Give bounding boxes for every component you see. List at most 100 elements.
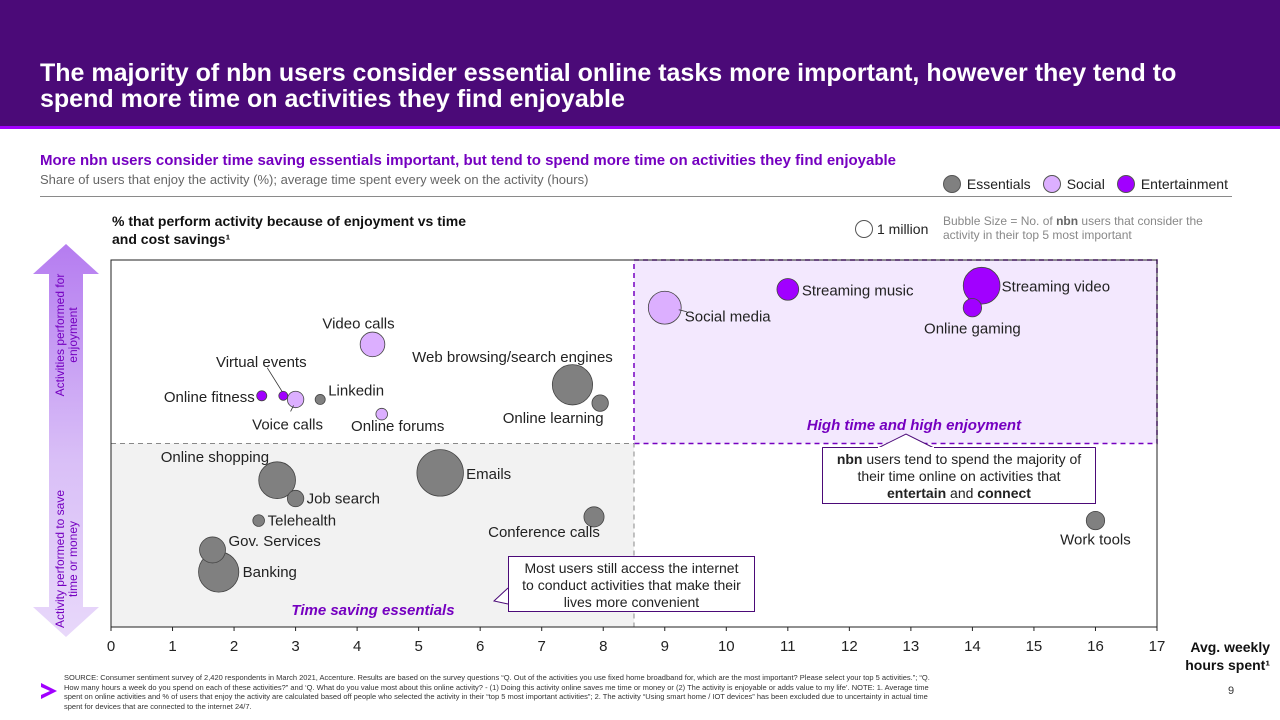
bubble-linkedin — [314, 394, 326, 405]
label-emails: Emails — [466, 466, 511, 483]
x-tick-label: 11 — [780, 638, 796, 655]
callout-essentials: Most users still access the internet to … — [508, 556, 755, 612]
x-tick-label: 5 — [414, 638, 422, 655]
x-tick-label: 6 — [476, 638, 484, 655]
bubble-online-shopping — [258, 461, 296, 499]
bubble-online-learning — [591, 394, 609, 412]
page-number: 9 — [1228, 685, 1235, 697]
label-online-fitness: Online fitness — [164, 389, 255, 406]
x-tick-label: 10 — [718, 638, 735, 655]
x-tick-label: 4 — [353, 638, 361, 655]
x-tick-label: 9 — [661, 638, 669, 655]
bubble-size-key: 1 million — [855, 220, 928, 238]
legend: Essentials Social Entertainment — [931, 175, 1228, 193]
callout-enjoyment: nbn users tend to spend the majority of … — [822, 447, 1096, 504]
legend-label-essentials: Essentials — [966, 176, 1031, 192]
label-telehealth: Telehealth — [268, 513, 336, 530]
bubble-web-browsing-search-engines — [551, 364, 594, 406]
bubble-social-media — [647, 290, 682, 325]
bubble-voice-calls — [286, 390, 305, 409]
label-banking: Banking — [243, 564, 297, 581]
subtitle-divider — [40, 196, 1232, 197]
legend-item-essentials: Essentials — [942, 175, 1031, 193]
legend-label-entertainment: Entertainment — [1140, 176, 1228, 192]
bubble-work-tools — [1085, 510, 1106, 531]
label-streaming-video: Streaming video — [1002, 279, 1110, 296]
x-tick-label: 1 — [168, 638, 176, 655]
label-online-shopping: Online shopping — [161, 449, 269, 466]
x-tick-label: 13 — [903, 638, 920, 655]
enjoyment-axis-arrow — [33, 244, 99, 637]
label-streaming-music: Streaming music — [802, 282, 914, 299]
x-tick-label: 8 — [599, 638, 607, 655]
legend-swatch-entertainment — [1116, 175, 1135, 193]
label-voice-calls: Voice calls — [252, 416, 323, 433]
source-footnote: SOURCE: Consumer sentiment survey of 2,4… — [64, 673, 930, 711]
x-tick-label: 0 — [107, 638, 115, 655]
size-note-bold: nbn — [1056, 214, 1079, 228]
label-work-tools: Work tools — [1060, 532, 1131, 549]
label-conference-calls: Conference calls — [488, 524, 600, 541]
size-key-note: Bubble Size = No. of nbn users that cons… — [943, 214, 1233, 242]
label-online-learning: Online learning — [503, 410, 604, 427]
label-job-search: Job search — [307, 491, 380, 508]
label-linkedin: Linkedin — [328, 382, 384, 399]
x-tick-label: 3 — [291, 638, 299, 655]
legend-item-social: Social — [1042, 175, 1105, 193]
x-tick-label: 17 — [1149, 638, 1166, 655]
plot-frame — [110, 259, 1158, 628]
callout-connect: connect — [977, 485, 1031, 501]
legend-swatch-essentials — [942, 175, 961, 193]
x-tick-label: 7 — [538, 638, 546, 655]
region-label-time-saving: Time saving essentials — [291, 602, 454, 619]
brand-logo-icon — [41, 683, 57, 699]
size-key-label: 1 million — [877, 221, 929, 237]
size-note-suffix: users that consider the activity in thei… — [943, 214, 1203, 242]
label-online-gaming: Online gaming — [924, 321, 1021, 338]
size-note-prefix: Bubble Size = No. of — [943, 214, 1057, 228]
chart-subtitle: More nbn users consider time saving esse… — [40, 152, 897, 169]
bubble-conference-calls — [583, 506, 605, 528]
page-title: The majority of nbn users consider essen… — [40, 59, 1177, 113]
bubble-online-gaming — [962, 298, 983, 318]
bubble-video-calls — [359, 331, 386, 358]
x-tick-label: 12 — [841, 638, 858, 655]
legend-label-social: Social — [1066, 176, 1105, 192]
size-key-circle — [855, 220, 873, 238]
callout-text-1: users tend to spend the majority of thei… — [857, 451, 1082, 484]
leader-virtual-events — [266, 367, 283, 393]
y-axis-title: % that perform activity because of enjoy… — [112, 213, 466, 247]
x-tick-label: 16 — [1087, 638, 1104, 655]
label-social-media: Social media — [685, 309, 772, 326]
label-online-forums: Online forums — [351, 418, 444, 435]
x-tick-label: 2 — [230, 638, 238, 655]
region-label-high-enjoyment: High time and high enjoyment — [807, 417, 1022, 434]
leader-social-media — [678, 309, 687, 313]
label-video-calls: Video calls — [322, 315, 394, 332]
callout-text-2: and — [946, 485, 978, 501]
header-divider — [0, 126, 1280, 129]
leader-voice-calls — [290, 405, 294, 412]
bubble-gov-services — [199, 536, 226, 564]
bubble-telehealth — [252, 514, 265, 527]
x-axis-title: Avg. weekly hours spent¹ — [1185, 639, 1270, 673]
callout-entertain: entertain — [887, 485, 947, 501]
label-web-browsing-search-engines: Web browsing/search engines — [412, 349, 613, 366]
callout-nbn: nbn — [836, 451, 863, 467]
legend-item-entertainment: Entertainment — [1116, 175, 1228, 193]
x-tick-label: 15 — [1026, 638, 1043, 655]
chart-caption: Share of users that enjoy the activity (… — [40, 172, 589, 187]
label-gov-services: Gov. Services — [229, 533, 321, 550]
bubble-streaming-video — [962, 266, 1001, 305]
bubble-virtual-events — [278, 390, 289, 401]
x-tick-label: 14 — [964, 638, 981, 655]
label-virtual-events: Virtual events — [216, 354, 307, 371]
legend-swatch-social — [1042, 175, 1061, 193]
bubble-online-forums — [375, 407, 388, 421]
bubble-job-search — [286, 489, 305, 508]
bubble-online-fitness — [256, 390, 268, 402]
header-banner — [0, 0, 1280, 126]
bubble-emails — [416, 449, 464, 497]
